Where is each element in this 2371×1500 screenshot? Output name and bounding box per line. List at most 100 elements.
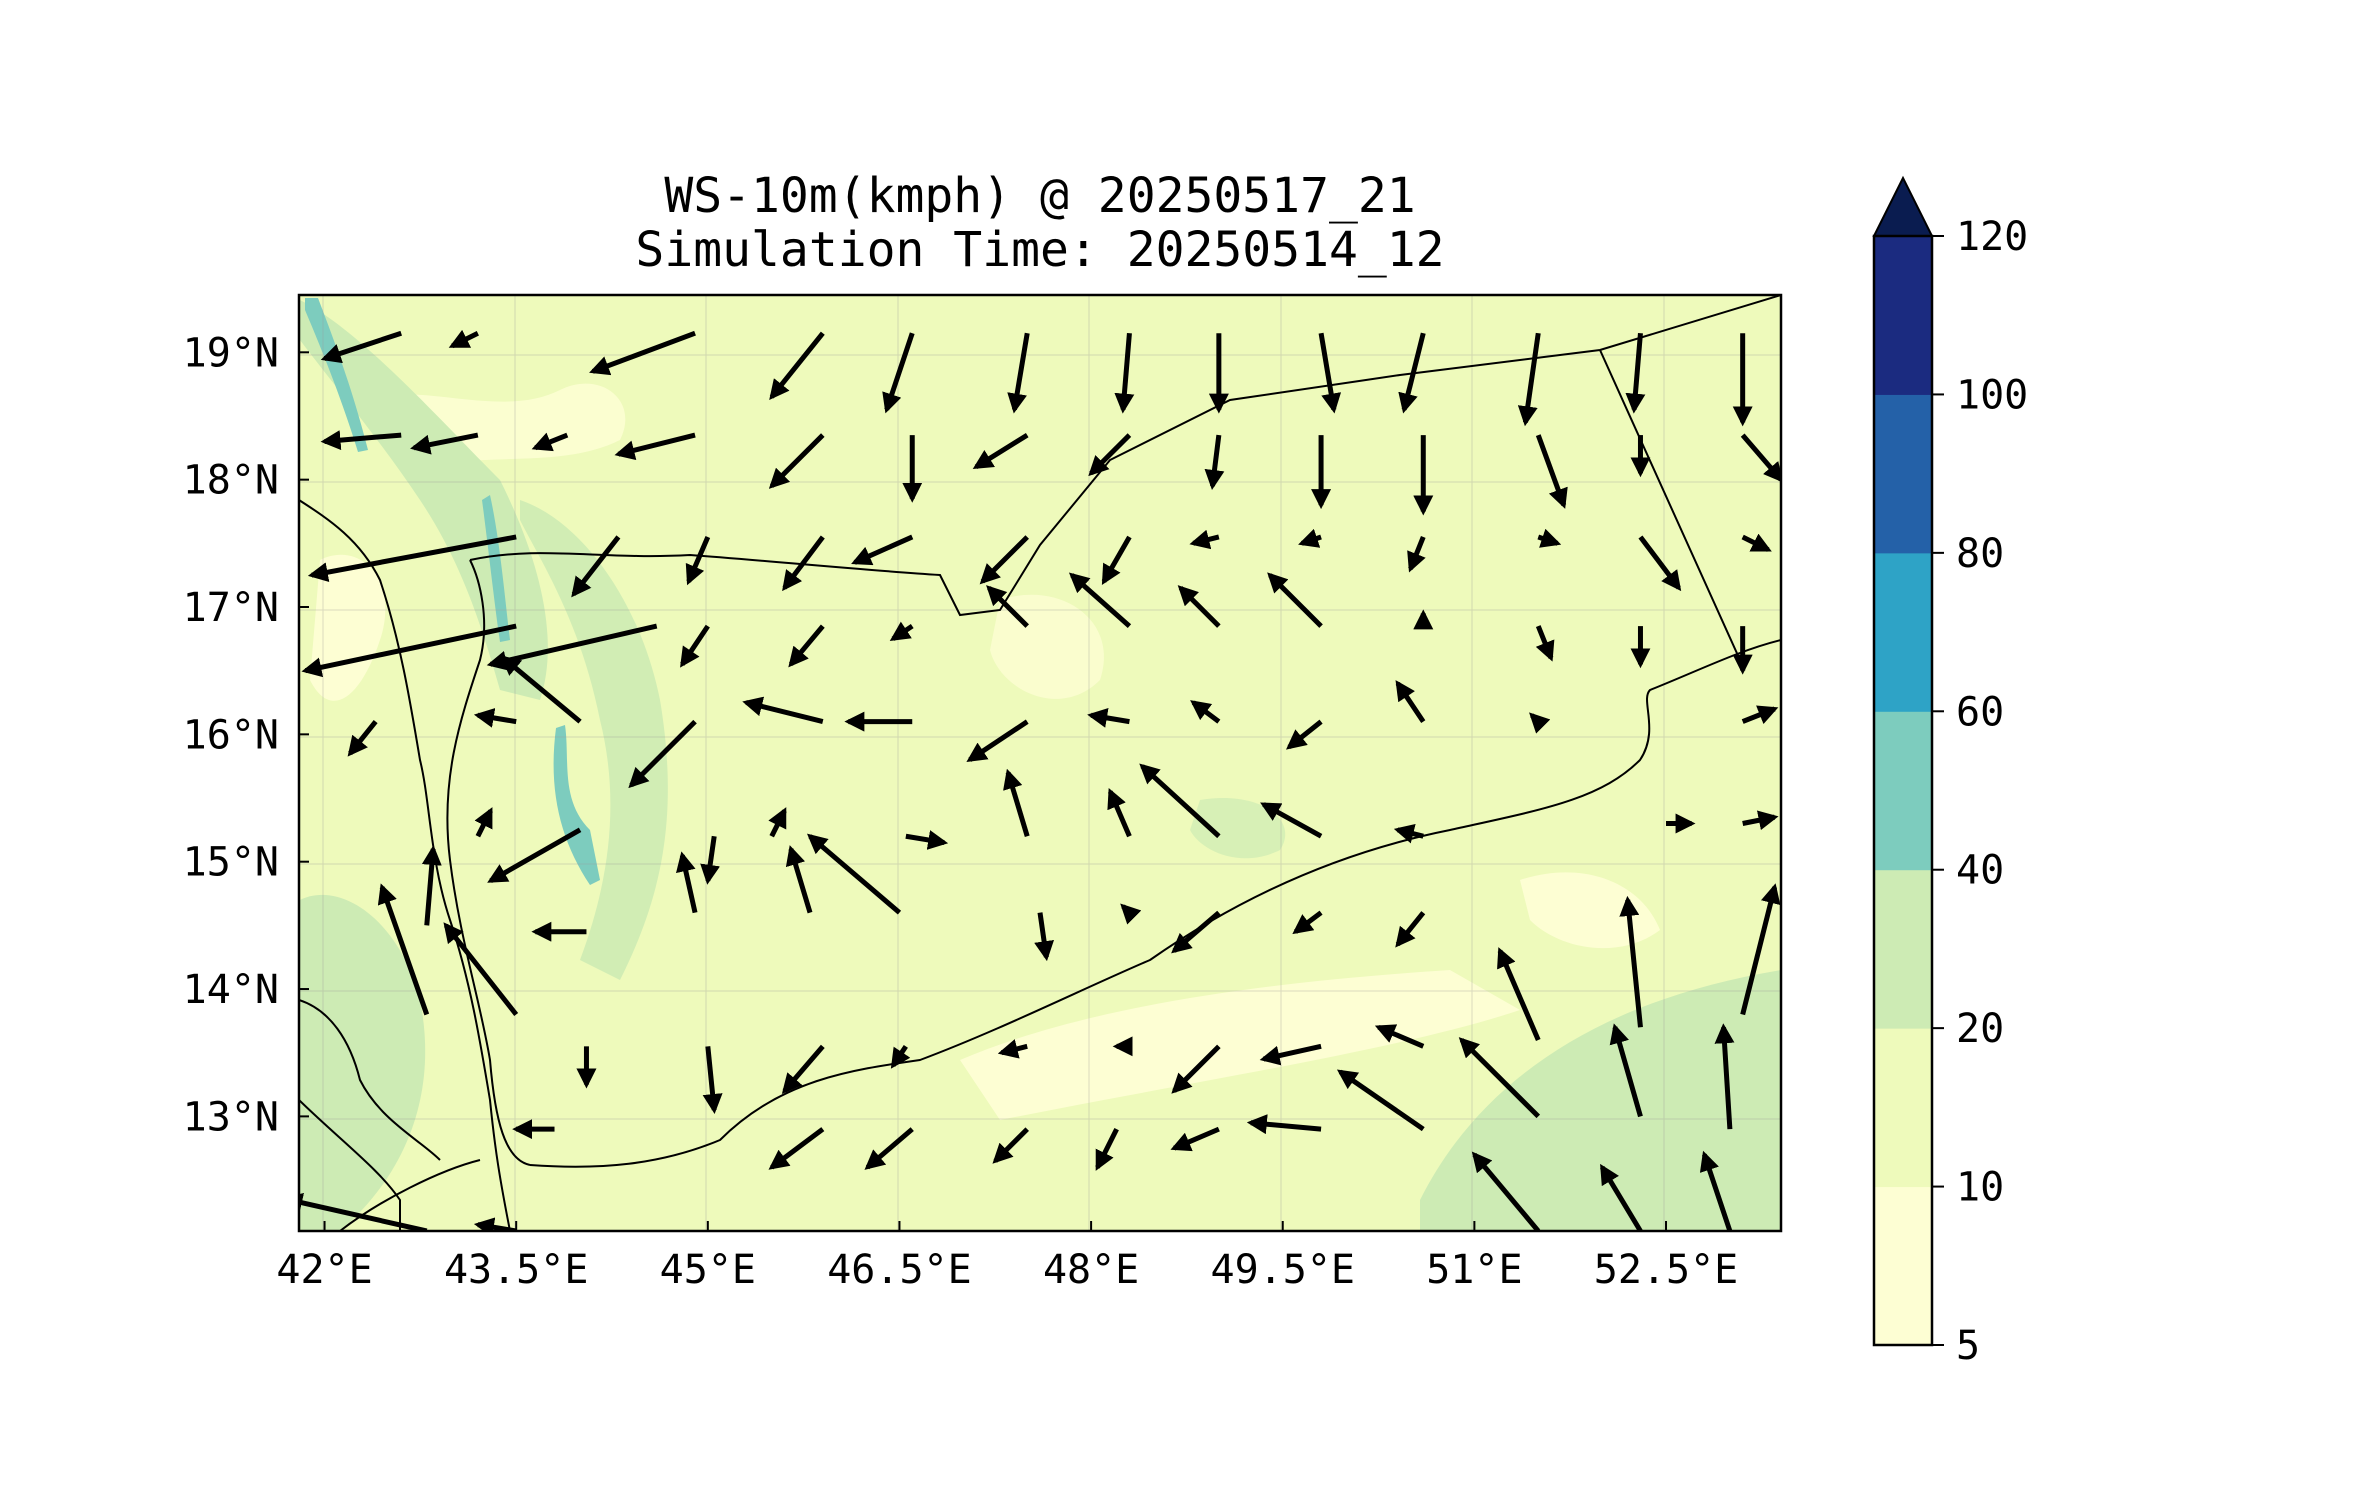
wind-arrow	[1318, 332, 1342, 414]
wind-arrow	[1619, 895, 1643, 1028]
wind-arrow	[1535, 625, 1555, 662]
wind-arrow	[768, 807, 787, 838]
map-frame	[297, 293, 1783, 1233]
wind-arrow	[1535, 434, 1568, 509]
wind-arrow	[1177, 585, 1221, 628]
wind-arrow	[1699, 1150, 1733, 1231]
wind-arrow	[972, 432, 1029, 470]
wind-arrow	[1395, 911, 1426, 948]
colorbar-tick-label: 80	[1956, 531, 2004, 577]
wind-arrow	[768, 1127, 825, 1170]
wind-arrow	[1170, 1126, 1220, 1152]
wind-arrow	[1246, 1114, 1322, 1135]
colorbar-segment	[1874, 869, 1932, 1029]
wind-arrow	[1034, 912, 1055, 962]
wind-arrow	[1374, 1024, 1425, 1049]
gridlines	[299, 295, 1781, 1231]
wind-arrow	[1740, 433, 1781, 483]
wind-arrow	[864, 1127, 914, 1170]
fill-low-southcoast	[960, 970, 1520, 1120]
wind-arrow	[1298, 528, 1322, 548]
colorbar-extend-triangle	[1872, 175, 1934, 237]
fill-high-highland1	[482, 495, 510, 642]
wind-arrow	[1260, 802, 1323, 839]
wind-arrow	[473, 708, 517, 728]
lat-tick-label: 14°N	[183, 967, 279, 1013]
wind-arrow	[474, 807, 493, 838]
wind-arrows	[299, 329, 1781, 1231]
wind-arrow	[1114, 332, 1135, 414]
wind-arrow	[1101, 535, 1132, 586]
fill-low-east	[1520, 872, 1660, 949]
lon-tick-label: 46.5°E	[827, 1247, 972, 1293]
wind-arrow	[571, 535, 621, 598]
wind-arrow	[1095, 1128, 1119, 1171]
wind-arrow	[1529, 712, 1551, 734]
latitude-ticks: 13°N 14°N 15°N 16°N 17°N 18°N 19°N	[183, 330, 309, 1140]
wind-arrow	[1139, 763, 1221, 839]
wind-arrow	[1088, 433, 1132, 477]
wind-arrow	[785, 845, 813, 914]
wind-arrow	[781, 1044, 825, 1094]
wind-arrow	[702, 1046, 723, 1115]
wind-arrow	[1638, 535, 1682, 592]
colorbar: 5 10 20 40 60 80 100 120	[1872, 175, 2028, 1369]
wind-arrow	[788, 624, 825, 668]
wind-arrow	[882, 332, 915, 414]
fill-high-highland2	[553, 725, 600, 885]
colorbar-segment	[1874, 394, 1932, 554]
wind-arrow	[377, 883, 430, 1016]
wind-arrow	[768, 433, 825, 489]
colorbar-tick-label: 60	[1956, 689, 2004, 735]
lon-tick-label: 48°E	[1043, 1247, 1139, 1293]
wind-arrow	[421, 844, 442, 926]
colorbar-tick-label: 40	[1956, 848, 2004, 894]
lon-tick-label: 43.5°E	[444, 1247, 589, 1293]
wind-arrow	[851, 534, 914, 566]
map-title-line2: Simulation Time: 20250514_12	[635, 222, 1444, 278]
map-panel	[299, 295, 1781, 1231]
colorbar-tick-label: 120	[1956, 214, 2028, 260]
wind-arrow	[320, 430, 402, 451]
wind-arrow	[1259, 1043, 1322, 1066]
wind-arrow	[1286, 719, 1323, 750]
colorbar-tick-label: 5	[1956, 1323, 1980, 1369]
wind-arrow	[1471, 1151, 1541, 1231]
wind-arrow	[1458, 1037, 1541, 1119]
wind-arrow	[1625, 332, 1646, 414]
wind-arrow	[889, 621, 914, 642]
wind-arrow	[320, 330, 402, 364]
wind-arrow	[979, 535, 1029, 585]
wind-arrow	[500, 655, 582, 724]
colorbar-frame	[1872, 234, 1934, 1347]
lon-tick-label: 42°E	[276, 1247, 372, 1293]
lat-tick-label: 19°N	[183, 330, 279, 376]
wind-arrow	[1407, 536, 1426, 573]
african-coast	[299, 499, 511, 1231]
wind-arrow	[1398, 332, 1426, 414]
wind-arrow	[443, 922, 519, 1017]
djibouti-border	[299, 1099, 401, 1231]
wind-arrow	[628, 719, 697, 789]
colorbar-segment	[1874, 236, 1932, 395]
colorbar-segment	[1874, 1028, 1932, 1188]
colorbar-tick-label: 20	[1956, 1006, 2004, 1052]
wind-arrow	[1395, 680, 1426, 724]
wind-arrow	[1190, 700, 1221, 724]
wind-arrow	[1714, 1023, 1735, 1130]
wind-arrow	[1393, 824, 1424, 844]
wind-arrow	[1267, 572, 1323, 628]
wind-arrow	[1107, 787, 1132, 838]
wind-arrow	[1599, 1163, 1643, 1231]
lat-tick-label: 18°N	[183, 458, 279, 504]
wind-arrow	[299, 1192, 428, 1231]
wind-arrow	[1171, 910, 1221, 954]
wind-arrow	[448, 329, 479, 349]
fill-mid-se	[1420, 970, 1781, 1231]
map-title-line1: WS-10m(kmph) @ 20250517_21	[664, 168, 1415, 224]
wind-arrow	[890, 1044, 911, 1069]
wind-arrow	[1336, 1069, 1425, 1132]
wind-arrow	[782, 535, 825, 592]
wind-arrow	[589, 330, 696, 376]
